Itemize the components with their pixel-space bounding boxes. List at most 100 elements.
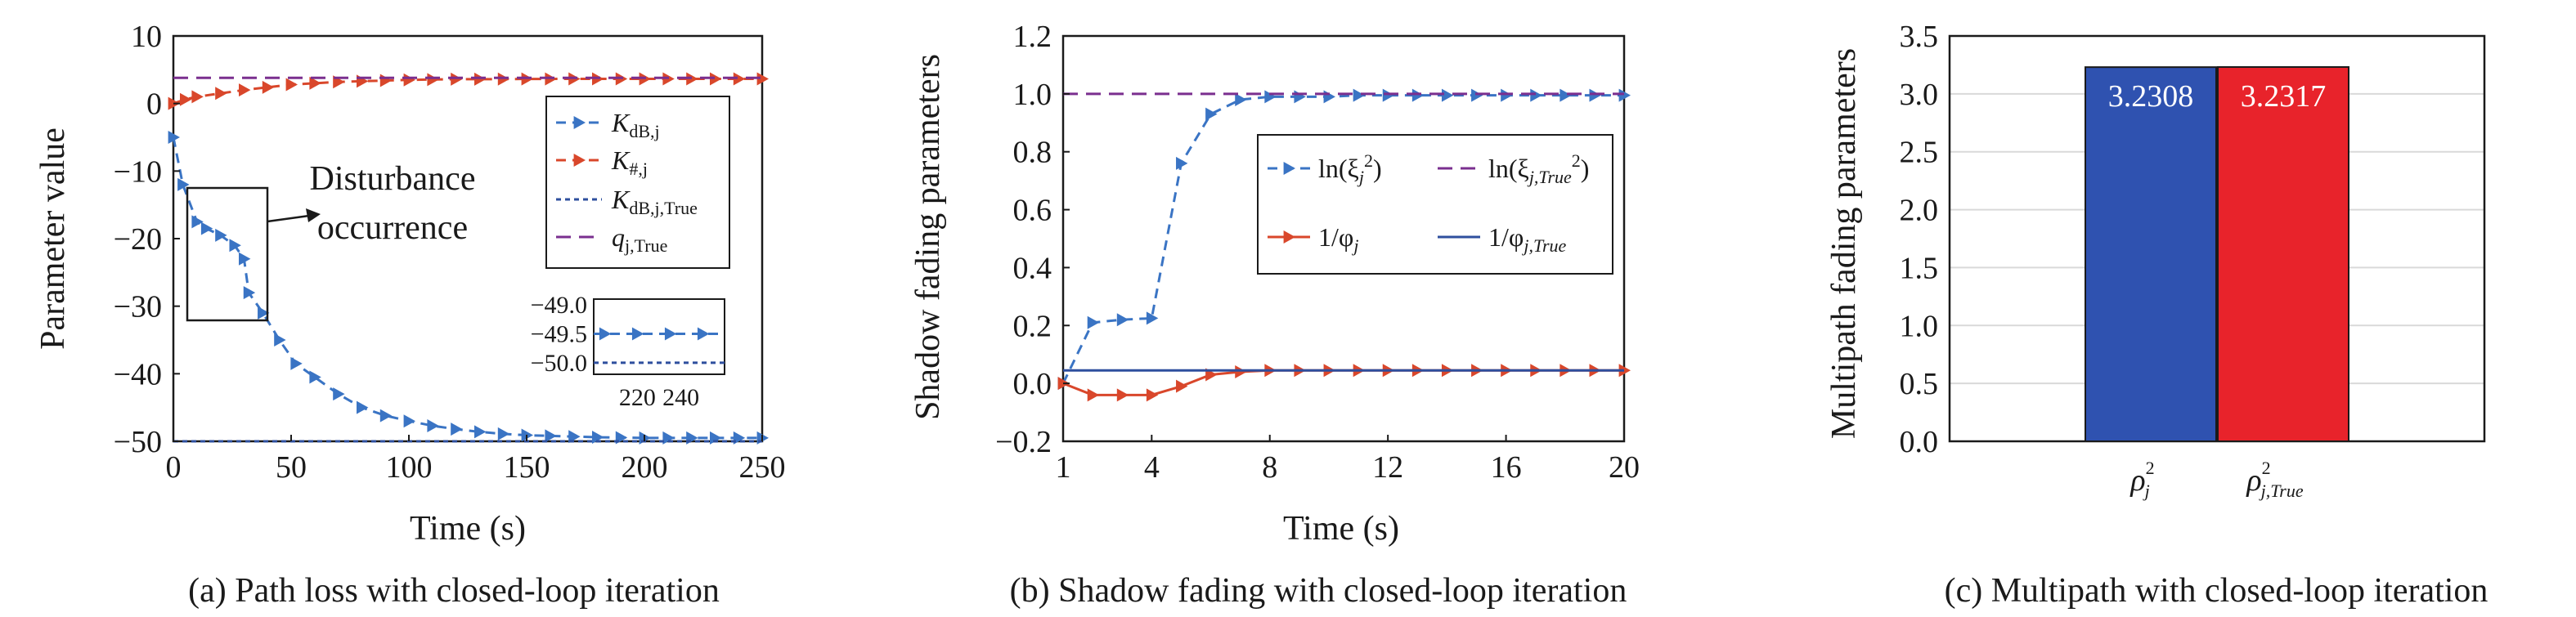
panel-a-x-tick: 50 [276, 450, 307, 485]
panel-b-y-tick: 1.0 [1013, 78, 1052, 112]
panel-a-y-tick: −50 [114, 425, 162, 459]
panel-b-legend-label: 1/φj,True [1488, 222, 1567, 256]
panel-a-series-layer [168, 72, 769, 445]
kdb-series-point [733, 431, 746, 445]
kdb-series-point [258, 306, 270, 320]
caption-c: (c) Multipath with closed-loop iteration [1945, 572, 2488, 610]
category-base: ρ [2129, 463, 2145, 498]
ln-xi-series-point [1176, 156, 1188, 170]
inv-phi-series-point [1116, 388, 1129, 402]
ln-xi-series-point [1353, 88, 1366, 102]
inv-phi-series-point [1176, 379, 1188, 393]
inv-phi-series-point [1146, 388, 1159, 402]
bar-value-label: 3.2308 [2108, 79, 2194, 114]
kdb-series-point [357, 400, 369, 414]
kdb-series-point [568, 430, 581, 444]
legend-name: ln(ξ [1318, 154, 1359, 183]
ln-xi-series-point [1235, 92, 1247, 106]
panel-c-y-tick: 3.0 [1900, 78, 1939, 112]
ksharp-series-point [427, 73, 439, 87]
panel-c-y-tick: 2.0 [1900, 194, 1939, 228]
kdb-series-point [177, 177, 190, 191]
inset-x-tick: 220 [619, 384, 656, 411]
ln-xi-series-point [1146, 311, 1159, 325]
kdb-series-point [592, 431, 604, 445]
legend-name: 1/φ [1488, 222, 1524, 252]
panel-b-y-tick: 1.2 [1013, 20, 1052, 54]
legend-name: K [611, 185, 631, 214]
kdb-series-point [474, 425, 487, 439]
annotation-line-2: occurrence [317, 209, 468, 247]
legend-subscript: j,True [1521, 235, 1566, 256]
kdb-series-point [403, 414, 415, 428]
panel-a-legend-marker [573, 154, 586, 167]
legend-name: K [611, 145, 631, 175]
ksharp-series-point [451, 72, 463, 86]
legend-name: K [611, 108, 631, 137]
panel-a-legend-label: KdB,j [611, 108, 660, 141]
panel-c-y-tick: 1.0 [1900, 309, 1939, 343]
ln-xi-series-point [1382, 88, 1395, 102]
bar-rho-j [2085, 66, 2217, 443]
ksharp-series-point [180, 92, 192, 106]
legend-subscript: j [1351, 235, 1358, 256]
panel-a-legend-label: KdB,j,True [611, 185, 698, 218]
kdb-series-point [274, 333, 286, 347]
ksharp-series-point [215, 87, 227, 101]
panel-b-x-axis-title: Time (s) [1283, 510, 1399, 548]
kdb-series-point [243, 286, 256, 300]
panel-a-y-tick: −10 [114, 154, 162, 189]
category-subscript: j,True [2259, 481, 2304, 501]
panel-b-series-layer [1057, 88, 1631, 402]
ksharp-series-point [285, 78, 298, 92]
legend-name: q [612, 222, 625, 252]
panel-b-y-axis-title: Shadow fading parameters [909, 54, 947, 420]
panel-a-x-tick: 0 [166, 450, 182, 485]
legend-subscript: dB,j [629, 121, 659, 141]
panel-b-legend-label: ln(ξj,True2) [1488, 150, 1589, 187]
panel-b-y-tick: 0.4 [1013, 251, 1052, 285]
panel-c-y-tick: 0.5 [1900, 367, 1939, 401]
annotation-line-1: Disturbance [310, 160, 476, 198]
ksharp-series-point [191, 90, 204, 104]
kdb-series-point [309, 370, 321, 384]
ksharp-series-point [379, 74, 393, 87]
panel-b-y-tick: 0.0 [1013, 367, 1052, 401]
panel-a-x-tick: 200 [622, 450, 668, 485]
panel-b-plot-area [1061, 34, 1626, 443]
panel-a-legend-label: K#,j [611, 145, 648, 179]
caption-b: (b) Shadow fading with closed-loop itera… [1010, 572, 1627, 610]
panel-b-legend: ln(ξj2) ln(ξj,True2)1/φj 1/φj,True [1257, 134, 1613, 275]
inv-phi-series-point [1235, 364, 1247, 378]
panel-a-legend-label: qj,True [612, 222, 667, 256]
ln-xi-series-point [1471, 88, 1483, 102]
panel-c-y-tick: 1.5 [1900, 251, 1939, 285]
panel-a-y-tick: 0 [146, 87, 162, 122]
panel-b-x-tick: 4 [1144, 450, 1160, 485]
legend-superscript: 2 [1364, 150, 1373, 171]
legend-subscript: j [1357, 167, 1364, 187]
category-base: ρ [2246, 463, 2261, 498]
legend-subscript: #,j [629, 159, 648, 179]
bar-rho-j-true [2217, 66, 2349, 442]
bar-value-label: 3.2317 [2241, 79, 2327, 114]
kdb-series-point [200, 221, 213, 235]
legend-subscript: dB,j,True [629, 198, 698, 218]
ksharp-series-point [262, 80, 275, 94]
disturbance-highlight-box [186, 186, 269, 322]
panel-b-y-tick: 0.8 [1013, 136, 1052, 170]
caption-a: (a) Path loss with closed-loop iteration [188, 572, 720, 610]
inset-marker [631, 327, 644, 341]
legend-name: 1/φ [1318, 222, 1353, 252]
legend-superscript: 2 [1572, 150, 1581, 171]
panel-b-x-tick: 16 [1491, 450, 1522, 485]
panel-c-x-category: ρ2 j,True [2246, 458, 2303, 501]
panel-a-y-tick: −30 [114, 290, 162, 324]
ln-xi-series-point [1323, 90, 1335, 104]
panel-a-y-tick: −40 [114, 357, 162, 391]
panel-a-y-tick: −20 [114, 222, 162, 257]
panel-c-x-category: ρ2 j [2129, 458, 2154, 501]
legend-name: ln(ξ [1488, 154, 1529, 183]
